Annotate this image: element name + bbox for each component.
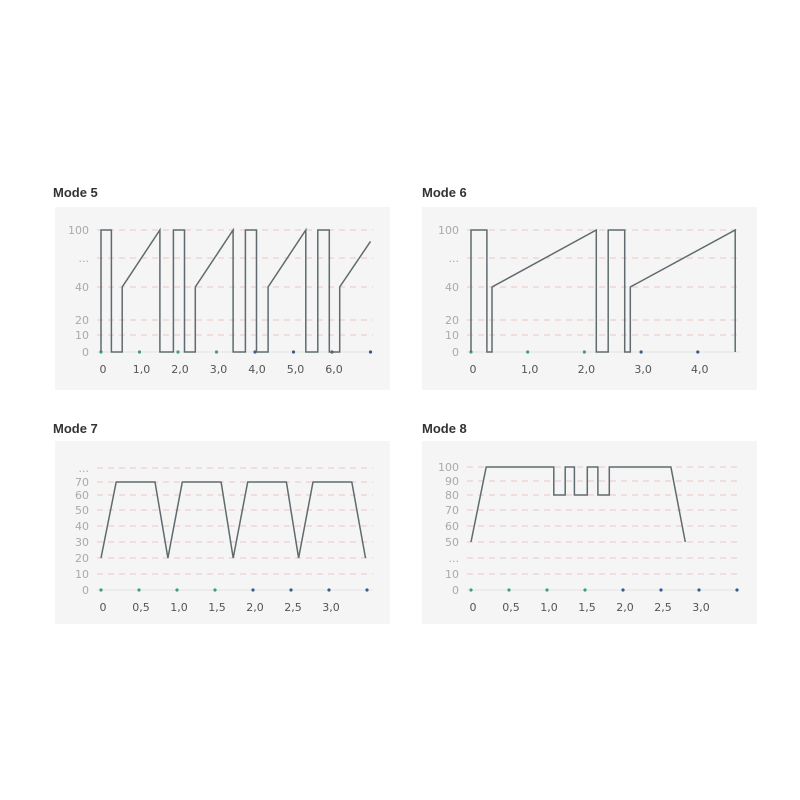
x-axis-marker	[582, 350, 586, 354]
series-line	[470, 228, 736, 353]
chart-svg-mode-5: 0 10 20 40... 100 0 1,0 2,0 3,0 4,0 5,0 6,0	[68, 224, 373, 376]
x-tick-label: 3,0	[210, 363, 228, 376]
y-tick-label: 10	[445, 568, 459, 581]
x-axis-marker	[137, 350, 142, 354]
y-tick-label: 10	[75, 568, 89, 581]
x-tick-label: 2,0	[246, 601, 264, 614]
x-axis-marker	[368, 350, 373, 354]
y-tick-label: ...	[449, 552, 460, 565]
y-tick-label: 20	[75, 552, 89, 565]
x-tick-label: 2,5	[284, 601, 302, 614]
x-axis-marker	[583, 588, 587, 592]
x-axis-marker	[365, 588, 369, 592]
x-tick-label: 2,0	[171, 363, 189, 376]
y-tick-label: 0	[82, 346, 89, 359]
x-axis-marker	[175, 588, 179, 592]
y-tick-label: 0	[82, 584, 89, 597]
chart-mode-5: 0 10 20 40... 100 0 1,0 2,0 3,0 4,0 5,0 6,0	[55, 207, 390, 390]
x-tick-label: 1,0	[521, 363, 539, 376]
y-tick-label: ...	[79, 462, 90, 475]
chart-title-mode-8: Mode 8	[422, 421, 467, 436]
x-tick-label: 1,0	[133, 363, 151, 376]
x-axis-marker	[735, 588, 739, 592]
chart-mode-6: 0 10 20 40... 100 0 1,0 2,0 3,0 4,0	[422, 207, 757, 390]
x-axis-marker	[507, 588, 511, 592]
y-tick-label: 50	[445, 536, 459, 549]
x-axis-marker	[291, 350, 296, 354]
y-tick-label: 40	[445, 281, 459, 294]
x-tick-label: 1,5	[578, 601, 596, 614]
x-axis-marker	[526, 350, 530, 354]
x-tick-label: 0,5	[132, 601, 150, 614]
series-line	[470, 466, 687, 543]
x-tick-label: 0	[100, 601, 107, 614]
x-axis-marker	[621, 588, 625, 592]
chart-title-mode-6: Mode 6	[422, 185, 467, 200]
y-tick-label: 20	[445, 314, 459, 327]
y-tick-label: 10	[445, 329, 459, 342]
x-axis-marker	[469, 588, 473, 592]
x-axis-marker	[659, 588, 663, 592]
chart-mode-7: 0 10 20 30 40 50 60 70... 0 0,5 1,0 1,5 2,0 2,5 3,0	[55, 441, 390, 624]
x-tick-label: 2,5	[654, 601, 672, 614]
y-tick-label: 0	[452, 584, 459, 597]
y-tick-label: 50	[75, 504, 89, 517]
y-tick-label: 20	[75, 314, 89, 327]
x-tick-label: 3,0	[634, 363, 652, 376]
x-tick-label: 5,0	[287, 363, 305, 376]
x-axis-marker	[251, 588, 255, 592]
y-tick-label: 10	[75, 329, 89, 342]
x-tick-label: 1,0	[170, 601, 188, 614]
x-axis-marker	[639, 350, 643, 354]
x-tick-label: 0	[470, 363, 477, 376]
y-tick-label: 0	[452, 346, 459, 359]
series-line	[100, 481, 367, 559]
y-tick-label: ...	[449, 252, 460, 265]
y-tick-label: 80	[445, 489, 459, 502]
y-tick-label: 90	[445, 475, 459, 488]
x-axis-marker	[327, 588, 331, 592]
chart-svg-mode-6: 0 10 20 40... 100 0 1,0 2,0 3,0 4,0	[438, 224, 740, 376]
x-tick-label: 0	[470, 601, 477, 614]
x-tick-label: 4,0	[248, 363, 266, 376]
x-tick-label: 6,0	[325, 363, 343, 376]
x-axis-marker	[289, 588, 293, 592]
x-axis-marker	[99, 588, 103, 592]
y-tick-label: 70	[75, 476, 89, 489]
y-tick-label: 70	[445, 504, 459, 517]
chart-title-mode-7: Mode 7	[53, 421, 98, 436]
x-axis-marker	[696, 350, 700, 354]
chart-mode-8: 0 10... 50 60 70 80 90 100 0 0,5 1,0 1,5 2,0 2,5 3,0	[422, 441, 757, 624]
series-line	[100, 227, 372, 353]
x-axis-marker	[137, 588, 141, 592]
x-tick-label: 3,0	[692, 601, 710, 614]
y-tick-label: 100	[68, 224, 89, 237]
x-tick-label: 1,5	[208, 601, 226, 614]
x-axis-marker	[545, 588, 549, 592]
y-tick-label: 40	[75, 281, 89, 294]
x-tick-label: 0,5	[502, 601, 520, 614]
y-tick-label: 40	[75, 520, 89, 533]
x-tick-label: 4,0	[691, 363, 709, 376]
x-axis-marker	[214, 350, 219, 354]
y-tick-label: 60	[445, 520, 459, 533]
y-tick-label: 30	[75, 536, 89, 549]
x-tick-label: 1,0	[540, 601, 558, 614]
x-axis-marker	[176, 350, 180, 354]
x-tick-label: 3,0	[322, 601, 340, 614]
x-tick-label: 0	[100, 363, 107, 376]
y-tick-label: ...	[79, 252, 90, 265]
x-axis-marker	[697, 588, 701, 592]
x-tick-label: 2,0	[616, 601, 634, 614]
y-tick-label: 100	[438, 461, 459, 474]
y-tick-label: 100	[438, 224, 459, 237]
x-axis-marker	[213, 588, 217, 592]
x-tick-label: 2,0	[578, 363, 596, 376]
chart-title-mode-5: Mode 5	[53, 185, 98, 200]
y-tick-label: 60	[75, 489, 89, 502]
